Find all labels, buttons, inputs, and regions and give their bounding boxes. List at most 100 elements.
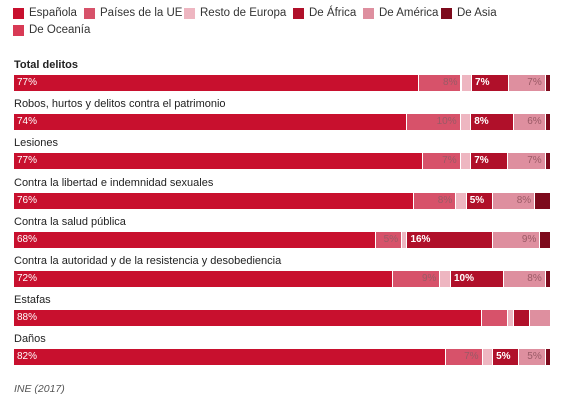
data-label: 5% bbox=[496, 351, 511, 363]
data-label: 7% bbox=[474, 155, 489, 167]
data-label: 77% bbox=[17, 155, 38, 167]
chart-source: INE (2017) bbox=[14, 383, 65, 395]
bar-segment bbox=[545, 271, 550, 287]
category-label: Daños bbox=[14, 333, 46, 346]
data-label: 8% bbox=[443, 77, 458, 88]
bar-segment bbox=[461, 75, 472, 91]
data-label: 9% bbox=[521, 233, 537, 245]
bar-segment bbox=[513, 310, 529, 327]
legend-swatch bbox=[363, 7, 374, 19]
data-label: 5% bbox=[469, 194, 485, 206]
category-label: Estafas bbox=[14, 294, 51, 307]
data-label: 7% bbox=[527, 155, 542, 167]
bar-segment bbox=[519, 349, 545, 366]
data-label: 5% bbox=[383, 233, 399, 245]
bar-segment bbox=[545, 75, 550, 91]
bar-segment bbox=[460, 114, 471, 131]
data-label: 77% bbox=[17, 77, 38, 88]
legend-item: De Oceanía bbox=[13, 24, 90, 36]
legend-label: De África bbox=[309, 7, 357, 19]
bar-segment bbox=[460, 153, 471, 170]
legend-label: Países de la UE bbox=[100, 7, 183, 19]
bar-segment bbox=[472, 75, 508, 91]
bar-segment bbox=[419, 75, 461, 91]
bar-segment bbox=[407, 231, 492, 248]
data-label: 8% bbox=[516, 194, 532, 206]
bar-segment bbox=[535, 192, 550, 209]
bar-segment bbox=[492, 231, 540, 248]
bar-segment bbox=[540, 231, 550, 248]
bar-segment bbox=[471, 114, 513, 131]
legend-item: Española bbox=[13, 7, 77, 19]
data-label: 10% bbox=[436, 116, 457, 128]
bar-segment bbox=[393, 271, 440, 287]
bar-segment bbox=[375, 231, 402, 248]
category-label: Contra la salud pública bbox=[14, 215, 126, 228]
data-label: 9% bbox=[421, 273, 437, 284]
data-label: 7% bbox=[527, 77, 542, 88]
bar-segment bbox=[545, 114, 550, 131]
bar-segment bbox=[481, 310, 508, 327]
bar-segment bbox=[545, 349, 550, 366]
category-label: Total delitos bbox=[14, 59, 78, 71]
data-label: 6% bbox=[527, 116, 542, 128]
data-label: 7% bbox=[475, 77, 490, 88]
bar-segment bbox=[14, 153, 423, 170]
bar-segment bbox=[493, 349, 519, 366]
bar-segment bbox=[493, 192, 535, 209]
legend-swatch bbox=[184, 7, 195, 19]
bar-segment bbox=[402, 231, 407, 248]
legend-swatch bbox=[293, 7, 304, 19]
bar-segment bbox=[456, 192, 466, 209]
bar-segment bbox=[466, 192, 493, 209]
bar-segment bbox=[14, 75, 419, 91]
bar-segment bbox=[440, 271, 450, 287]
category-label: Contra la libertad e indemnidad sexuales bbox=[14, 176, 214, 189]
legend-label: De Oceanía bbox=[29, 24, 91, 36]
legend-item: De África bbox=[293, 7, 356, 19]
bar-segment bbox=[450, 271, 503, 287]
bar-segment bbox=[14, 271, 393, 287]
data-label: 68% bbox=[17, 233, 38, 245]
bar-segment bbox=[503, 271, 545, 287]
data-label: 7% bbox=[442, 155, 457, 167]
data-label: 5% bbox=[527, 351, 542, 363]
bar-segment bbox=[508, 75, 545, 91]
data-label: 74% bbox=[17, 116, 38, 128]
legend-swatch bbox=[13, 24, 24, 36]
bar-segment bbox=[14, 192, 414, 209]
data-label: 82% bbox=[17, 351, 38, 363]
bar-segment bbox=[529, 310, 550, 327]
bar-segment bbox=[471, 153, 508, 170]
legend-swatch bbox=[13, 7, 24, 19]
data-label: 76% bbox=[17, 194, 38, 206]
legend-label: De América bbox=[379, 7, 439, 19]
data-label: 88% bbox=[17, 312, 38, 324]
legend-swatch bbox=[441, 7, 452, 19]
category-label: Lesiones bbox=[14, 137, 59, 150]
data-label: 8% bbox=[527, 273, 542, 284]
category-label: Robos, hurtos y delitos contra el patrim… bbox=[14, 98, 226, 111]
data-label: 8% bbox=[437, 194, 453, 206]
legend-swatch bbox=[84, 7, 95, 19]
data-label: 16% bbox=[410, 233, 431, 245]
legend-item: De Asia bbox=[441, 7, 497, 19]
legend-item: Resto de Europa bbox=[184, 7, 286, 19]
data-label: 7% bbox=[464, 351, 479, 363]
bar-segment bbox=[14, 349, 445, 366]
bar-segment bbox=[545, 153, 550, 170]
bar-segment bbox=[513, 114, 545, 131]
legend-label: Resto de Europa bbox=[200, 7, 287, 19]
bar-segment bbox=[508, 310, 513, 327]
legend-label: De Asia bbox=[457, 7, 497, 19]
data-label: 72% bbox=[17, 273, 38, 284]
bar-segment bbox=[407, 114, 460, 131]
bar-segment bbox=[14, 231, 375, 248]
category-label: Contra la autoridad y de la resistencia … bbox=[14, 255, 282, 267]
bar-segment bbox=[14, 310, 481, 327]
data-label: 8% bbox=[474, 116, 489, 128]
bar-segment bbox=[445, 349, 482, 366]
bar-segment bbox=[423, 153, 460, 170]
bar-segment bbox=[508, 153, 545, 170]
